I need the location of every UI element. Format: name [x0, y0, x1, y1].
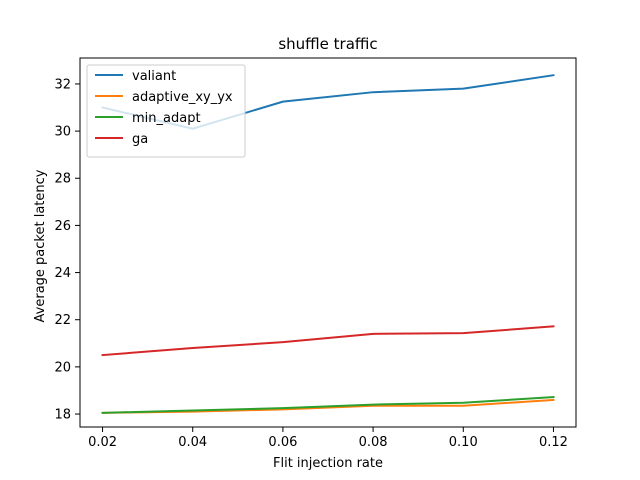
y-tick-label: 26	[54, 219, 71, 234]
chart-title: shuffle traffic	[278, 35, 377, 53]
series-line-ga	[101, 325, 555, 357]
legend-label: min_adapt	[132, 111, 201, 126]
y-tick-label: 20	[54, 360, 71, 375]
y-tick-label: 22	[54, 313, 71, 328]
y-axis-label: Average packet latency	[33, 169, 48, 322]
y-tick-label: 30	[54, 125, 71, 140]
x-axis-label: Flit injection rate	[273, 456, 383, 471]
y-tick-label: 18	[54, 408, 71, 423]
legend-label: ga	[132, 132, 148, 147]
legend-label: adaptive_xy_yx	[132, 90, 233, 105]
x-tick-label: 0.12	[539, 435, 568, 450]
x-tick-label: 0.06	[268, 435, 297, 450]
y-tick-label: 24	[54, 266, 71, 281]
legend-box	[86, 64, 246, 158]
axes-layer: 0.02 0.04 0.06 0.08 0.10 0.12 18 20 22 24 26 28 30 32	[54, 57, 577, 450]
x-tick-label: 0.10	[449, 435, 478, 450]
y-tick-label: 28	[54, 172, 71, 187]
x-tick-label: 0.02	[88, 435, 117, 450]
x-tick-label: 0.04	[178, 435, 207, 450]
legend-label: valiant	[132, 69, 176, 84]
x-tick-label: 0.08	[359, 435, 388, 450]
plot-frame	[79, 57, 577, 428]
y-tick-label: 32	[54, 77, 71, 92]
series-line-min-adapt	[101, 395, 555, 414]
